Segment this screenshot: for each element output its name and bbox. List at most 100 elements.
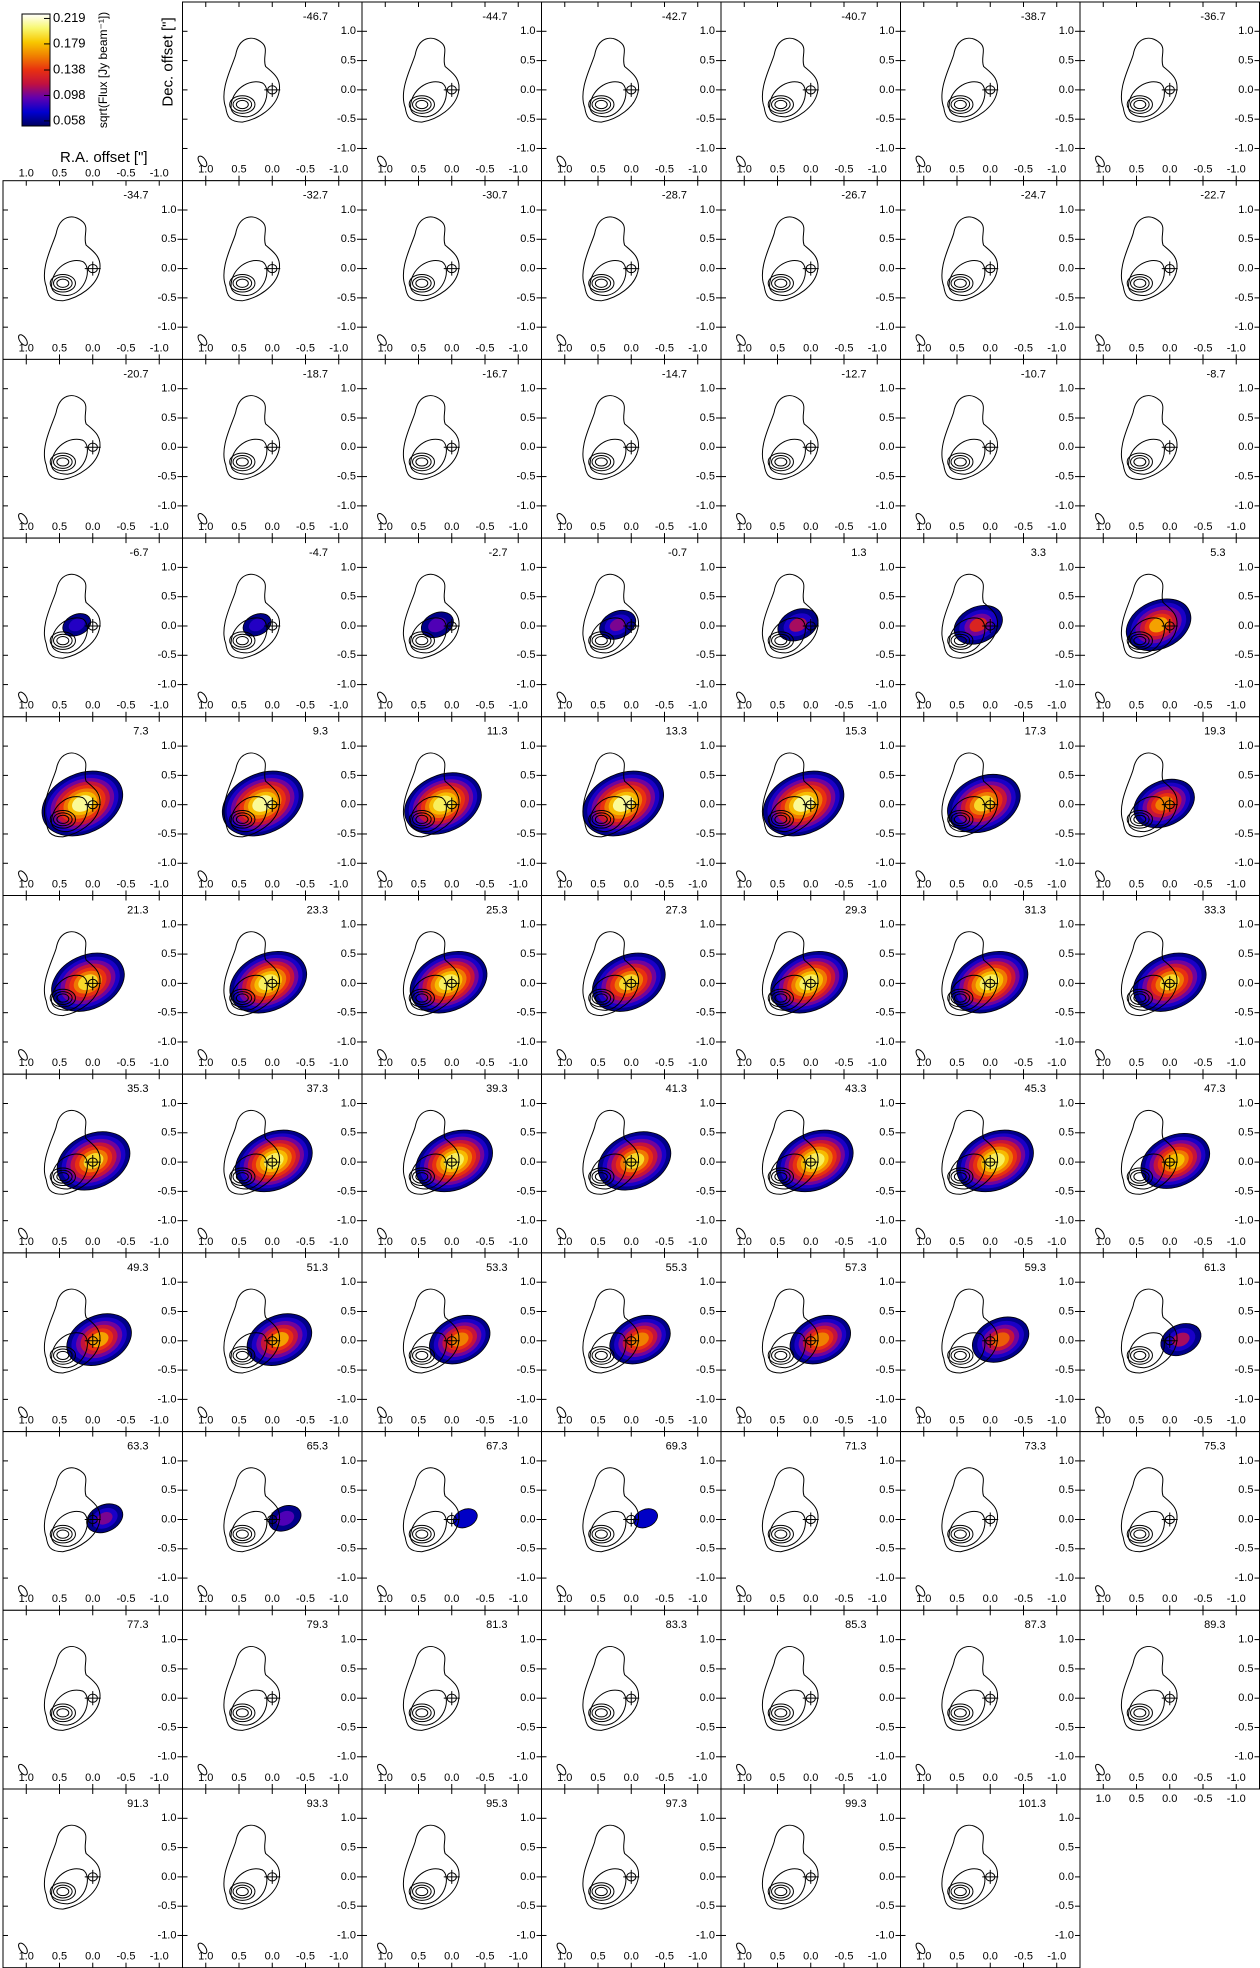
y-tick-label: 0.0 — [700, 620, 715, 632]
y-tick-label: 0.5 — [879, 769, 894, 781]
y-tick-label: -1.0 — [158, 321, 177, 333]
contour — [770, 1869, 806, 1904]
x-tick-label: 0.0 — [265, 700, 280, 712]
y-tick-label: 0.5 — [161, 1484, 176, 1496]
source-cross — [264, 1870, 280, 1884]
contour — [768, 1883, 793, 1901]
y-tick-label: -0.5 — [1235, 1185, 1254, 1197]
contour — [411, 1154, 447, 1189]
contour — [768, 811, 793, 829]
contour — [949, 82, 985, 117]
contour — [54, 634, 73, 647]
colorbar-tick-label: 0.179 — [53, 35, 86, 50]
x-tick-label: -1.0 — [688, 1593, 707, 1605]
x-tick-label: -1.0 — [868, 1593, 887, 1605]
contour — [44, 396, 100, 480]
x-tick-label: 0.5 — [411, 164, 426, 176]
source-cross — [85, 262, 101, 276]
x-tick-label: -1.0 — [150, 168, 169, 180]
x-tick-label: 1.0 — [198, 700, 213, 712]
beam — [555, 1048, 567, 1061]
x-tick-label: 0.0 — [624, 1593, 639, 1605]
contour — [52, 1869, 88, 1904]
contour — [1134, 1351, 1146, 1359]
x-tick-label: 0.0 — [1162, 1593, 1177, 1605]
contour — [57, 1173, 69, 1181]
contour — [230, 453, 255, 471]
x-tick-label: 1.0 — [19, 168, 34, 180]
panel: 1.0 0.5 0.0 -0.5 -1.01.00.50.0-0.5-1.0-12.7 — [721, 358, 901, 538]
beam — [735, 691, 747, 704]
y-tick-label: 1.0 — [1059, 740, 1074, 752]
contour — [770, 261, 806, 296]
x-tick-label: 0.0 — [983, 1772, 998, 1784]
contour — [775, 100, 787, 108]
x-tick-label: -1.0 — [1047, 164, 1066, 176]
x-tick-label: 0.0 — [85, 342, 100, 354]
panel: 1.0 0.5 0.0 -0.5 -1.01.00.50.0-0.5-1.025.3 — [362, 895, 542, 1075]
x-tick-label: 0.5 — [231, 1236, 246, 1248]
panel: 1.0 0.5 0.0 -0.5 -1.01.00.50.0-0.5-1.0-16.7 — [362, 358, 542, 538]
velocity-label: 29.3 — [845, 904, 866, 916]
x-tick-label: 1.0 — [19, 1772, 34, 1784]
contour — [772, 98, 791, 111]
velocity-label: 5.3 — [1210, 547, 1225, 559]
contour — [948, 1883, 973, 1901]
panel: 1.0 0.5 0.0 -0.5 -1.01.00.50.0-0.5-1.07.3 — [3, 716, 183, 896]
contour — [589, 96, 614, 114]
contour — [236, 279, 248, 287]
contour — [589, 632, 614, 650]
y-tick-label: -0.5 — [158, 292, 177, 304]
y-tick-label: -1.0 — [158, 500, 177, 512]
x-tick-label: -0.5 — [117, 342, 136, 354]
contour — [416, 994, 428, 1002]
y-tick-label: 0.5 — [700, 54, 715, 66]
y-tick-label: -0.5 — [517, 1543, 536, 1555]
x-tick-label: -0.5 — [476, 1772, 495, 1784]
y-tick-label: -0.5 — [696, 1721, 715, 1733]
beam — [376, 691, 388, 704]
contour — [230, 1347, 255, 1365]
beam — [196, 1942, 208, 1955]
x-tick-label: -0.5 — [476, 700, 495, 712]
contour — [1127, 989, 1152, 1007]
continuum-contours — [555, 753, 639, 883]
emission — [811, 1332, 830, 1347]
contour — [409, 1704, 434, 1722]
contour — [236, 1887, 248, 1895]
y-tick-label: -1.0 — [876, 857, 895, 869]
contour — [954, 1173, 966, 1181]
x-tick-label: -1.0 — [150, 521, 169, 533]
source-cross — [444, 83, 460, 97]
y-tick-label: 0.5 — [1059, 1127, 1074, 1139]
continuum-contours — [376, 753, 460, 883]
contour — [949, 1690, 985, 1725]
x-tick-label: 0.5 — [949, 1415, 964, 1427]
x-tick-label: -1.0 — [150, 1593, 169, 1605]
contour — [592, 992, 611, 1005]
continuum-contours — [1094, 1647, 1178, 1777]
contour — [1127, 1347, 1152, 1365]
source-cross — [264, 1691, 280, 1705]
x-tick-label: 1.0 — [378, 1415, 393, 1427]
beam — [376, 1942, 388, 1955]
contour — [231, 1511, 267, 1546]
contour — [231, 1690, 267, 1725]
x-tick-label: 0.0 — [803, 521, 818, 533]
contour — [411, 797, 447, 832]
y-tick-label: 0.0 — [520, 1156, 535, 1168]
x-tick-label: 0.5 — [231, 1593, 246, 1605]
contour — [762, 1289, 818, 1373]
contour — [52, 618, 88, 653]
x-tick-label: 0.0 — [444, 878, 459, 890]
y-tick-label: 0.0 — [879, 1871, 894, 1883]
y-tick-label: 0.0 — [341, 1335, 356, 1347]
contour — [1121, 932, 1177, 1016]
x-tick-label: 0.5 — [411, 1951, 426, 1963]
contour — [590, 618, 626, 653]
y-tick-label: -0.5 — [517, 1364, 536, 1376]
x-tick-label: 0.0 — [1162, 878, 1177, 890]
source-cross — [444, 1334, 460, 1348]
contour — [231, 82, 267, 117]
y-tick-label: 0.5 — [161, 1663, 176, 1675]
